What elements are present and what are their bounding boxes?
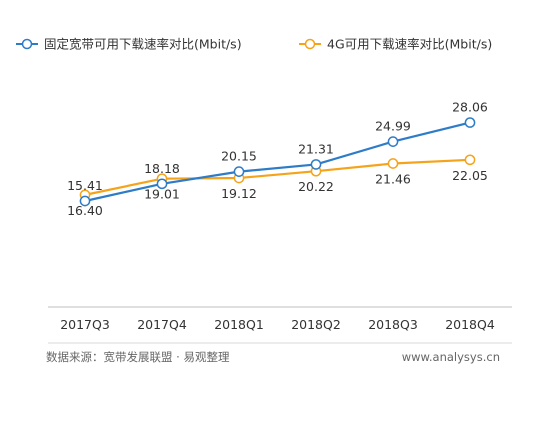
legend-marker-4g: [304, 38, 316, 50]
x-tick-label: 2018Q2: [291, 317, 341, 332]
x-tick-label: 2017Q3: [60, 317, 110, 332]
data-point-fixed-broadband: [79, 195, 91, 207]
data-point-4g: [464, 154, 476, 166]
data-label-4g: 22.05: [452, 168, 488, 183]
legend-item-4g: 4G可用下载速率对比(Mbit/s): [299, 37, 492, 52]
legend-label-4g: 4G可用下载速率对比(Mbit/s): [327, 37, 492, 52]
data-label-4g: 19.12: [221, 186, 257, 201]
data-label-fixed-broadband: 18.18: [144, 161, 180, 176]
legend: 固定宽带可用下载速率对比(Mbit/s) 4G可用下载速率对比(Mbit/s): [16, 37, 492, 52]
data-label-fixed-broadband: 24.99: [375, 119, 411, 134]
data-label-4g: 19.01: [144, 187, 180, 202]
data-point-fixed-broadband: [387, 136, 399, 147]
legend-marker-fixed-broadband: [21, 38, 33, 50]
data-label-fixed-broadband: 15.41: [67, 178, 103, 193]
data-label-fixed-broadband: 28.06: [452, 100, 488, 115]
source-note: 数据来源：宽带发展联盟 · 易观整理: [46, 350, 230, 364]
data-point-4g: [387, 158, 399, 169]
data-label-4g: 20.22: [298, 179, 334, 194]
data-point-fixed-broadband: [464, 117, 476, 128]
series-4g: 16.40 19.01 19.12 20.22 21.46 22.05: [67, 154, 488, 218]
x-tick-label: 2017Q4: [137, 317, 187, 332]
x-tick-label: 2018Q4: [445, 317, 495, 332]
data-label-4g: 21.46: [375, 171, 411, 186]
x-tick-label: 2018Q1: [214, 317, 264, 332]
data-label-fixed-broadband: 20.15: [221, 149, 257, 164]
series-line-fixed-broadband: [84, 121, 471, 203]
legend-item-fixed-broadband: 固定宽带可用下载速率对比(Mbit/s): [16, 37, 242, 52]
legend-label-fixed-broadband: 固定宽带可用下载速率对比(Mbit/s): [44, 37, 242, 52]
data-point-fixed-broadband: [156, 178, 168, 190]
series-fixed-broadband: 15.41 18.18 20.15 21.31 24.99 28.06: [67, 100, 488, 207]
data-label-4g: 16.40: [67, 203, 103, 218]
data-point-fixed-broadband: [310, 159, 322, 170]
data-label-fixed-broadband: 21.31: [298, 141, 334, 156]
series-line-4g: [84, 158, 471, 196]
x-tick-label: 2018Q3: [368, 317, 418, 332]
plot-area: 16.40 19.01 19.12 20.22 21.46 22.05 15.41 18.18…: [67, 100, 488, 218]
data-point-fixed-broadband: [233, 166, 245, 177]
x-axis-tick-labels: 2017Q3 2017Q4 2018Q1 2018Q2 2018Q3 2018Q4: [60, 317, 495, 332]
website-url: www.analysys.cn: [402, 350, 500, 364]
